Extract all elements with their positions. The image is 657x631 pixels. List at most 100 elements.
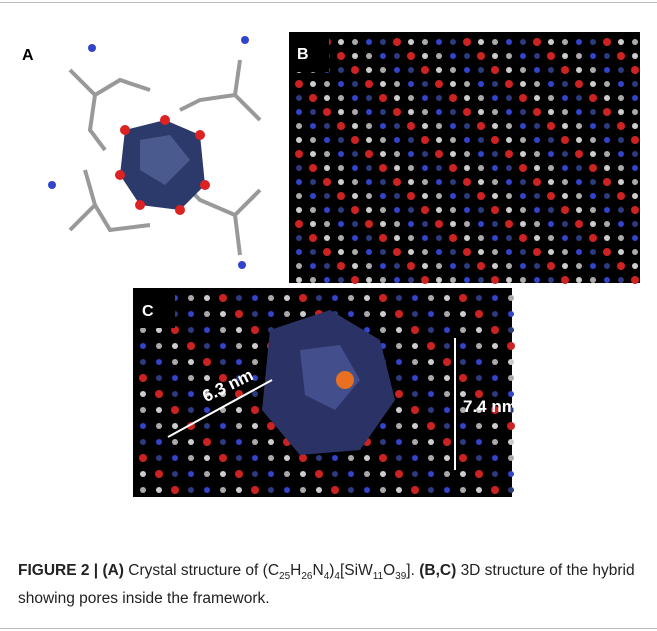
atom [394, 221, 400, 227]
atom [352, 179, 358, 185]
atom [478, 179, 484, 185]
subscript: 25 [279, 571, 290, 582]
atom [548, 165, 554, 171]
atom [618, 235, 624, 241]
atom [459, 374, 467, 382]
atom [235, 470, 243, 478]
atom [478, 249, 484, 255]
atom [379, 294, 387, 302]
atom [172, 391, 178, 397]
atom [284, 311, 290, 317]
atom [548, 277, 554, 283]
atom [435, 220, 443, 228]
atom [618, 81, 624, 87]
atom [464, 277, 470, 283]
atom [534, 235, 540, 241]
atom [140, 407, 146, 413]
atom [520, 263, 526, 269]
atom [172, 375, 178, 381]
atom [380, 327, 386, 333]
atom [478, 221, 484, 227]
atom [394, 123, 400, 129]
atom [589, 234, 597, 242]
figure: A B C 6.3 nm 7.4 nm [0, 0, 657, 540]
atom [139, 454, 147, 462]
atom [548, 179, 554, 185]
page: {"figure":{"panel_a_label":"A","panel_b_… [0, 0, 657, 631]
atom [460, 487, 466, 493]
atom [156, 343, 162, 349]
atom [300, 311, 306, 317]
atom [268, 311, 274, 317]
atom [428, 439, 434, 445]
atom [236, 327, 242, 333]
atom [604, 277, 610, 283]
atom [450, 81, 456, 87]
atom [396, 375, 402, 381]
atom [506, 109, 512, 115]
atom [296, 263, 302, 269]
atom [506, 179, 512, 185]
atom [590, 207, 596, 213]
atom [171, 406, 179, 414]
atom [464, 207, 470, 213]
atom [394, 263, 400, 269]
atom [450, 39, 456, 45]
atom [590, 109, 596, 115]
atom [604, 137, 610, 143]
atom [324, 193, 330, 199]
atom [310, 193, 316, 199]
atom [506, 95, 512, 101]
atom [428, 375, 434, 381]
atom [352, 53, 358, 59]
atom [548, 39, 554, 45]
atom [590, 81, 596, 87]
atom [450, 207, 456, 213]
atom [576, 109, 582, 115]
atom [506, 165, 512, 171]
atom [352, 109, 358, 115]
atom [604, 193, 610, 199]
atom [464, 123, 470, 129]
atom [534, 221, 540, 227]
atom [251, 326, 259, 334]
atom [576, 277, 582, 283]
atom [464, 263, 470, 269]
atom [519, 234, 527, 242]
atom [365, 80, 373, 88]
atom [188, 391, 194, 397]
atom [492, 179, 498, 185]
atom [379, 164, 387, 172]
atom [156, 439, 162, 445]
atom [631, 66, 639, 74]
atom [478, 81, 484, 87]
atom [408, 151, 414, 157]
atom [450, 263, 456, 269]
atom [352, 123, 358, 129]
atom [547, 192, 555, 200]
atom [576, 179, 582, 185]
atom [310, 151, 316, 157]
atom [380, 263, 386, 269]
atom [548, 109, 554, 115]
atom [508, 311, 514, 317]
atom [436, 67, 442, 73]
atom [394, 165, 400, 171]
atom [338, 179, 344, 185]
atom [520, 123, 526, 129]
atom [220, 487, 226, 493]
atom [422, 95, 428, 101]
atom [422, 165, 428, 171]
atom [575, 220, 583, 228]
atom [576, 249, 582, 255]
atom [268, 295, 274, 301]
atom [576, 95, 582, 101]
atom [590, 67, 596, 73]
atom [408, 165, 414, 171]
atom [188, 471, 194, 477]
atom [632, 81, 638, 87]
atom [296, 277, 302, 283]
atom [464, 81, 470, 87]
atom [548, 81, 554, 87]
atom [492, 39, 498, 45]
